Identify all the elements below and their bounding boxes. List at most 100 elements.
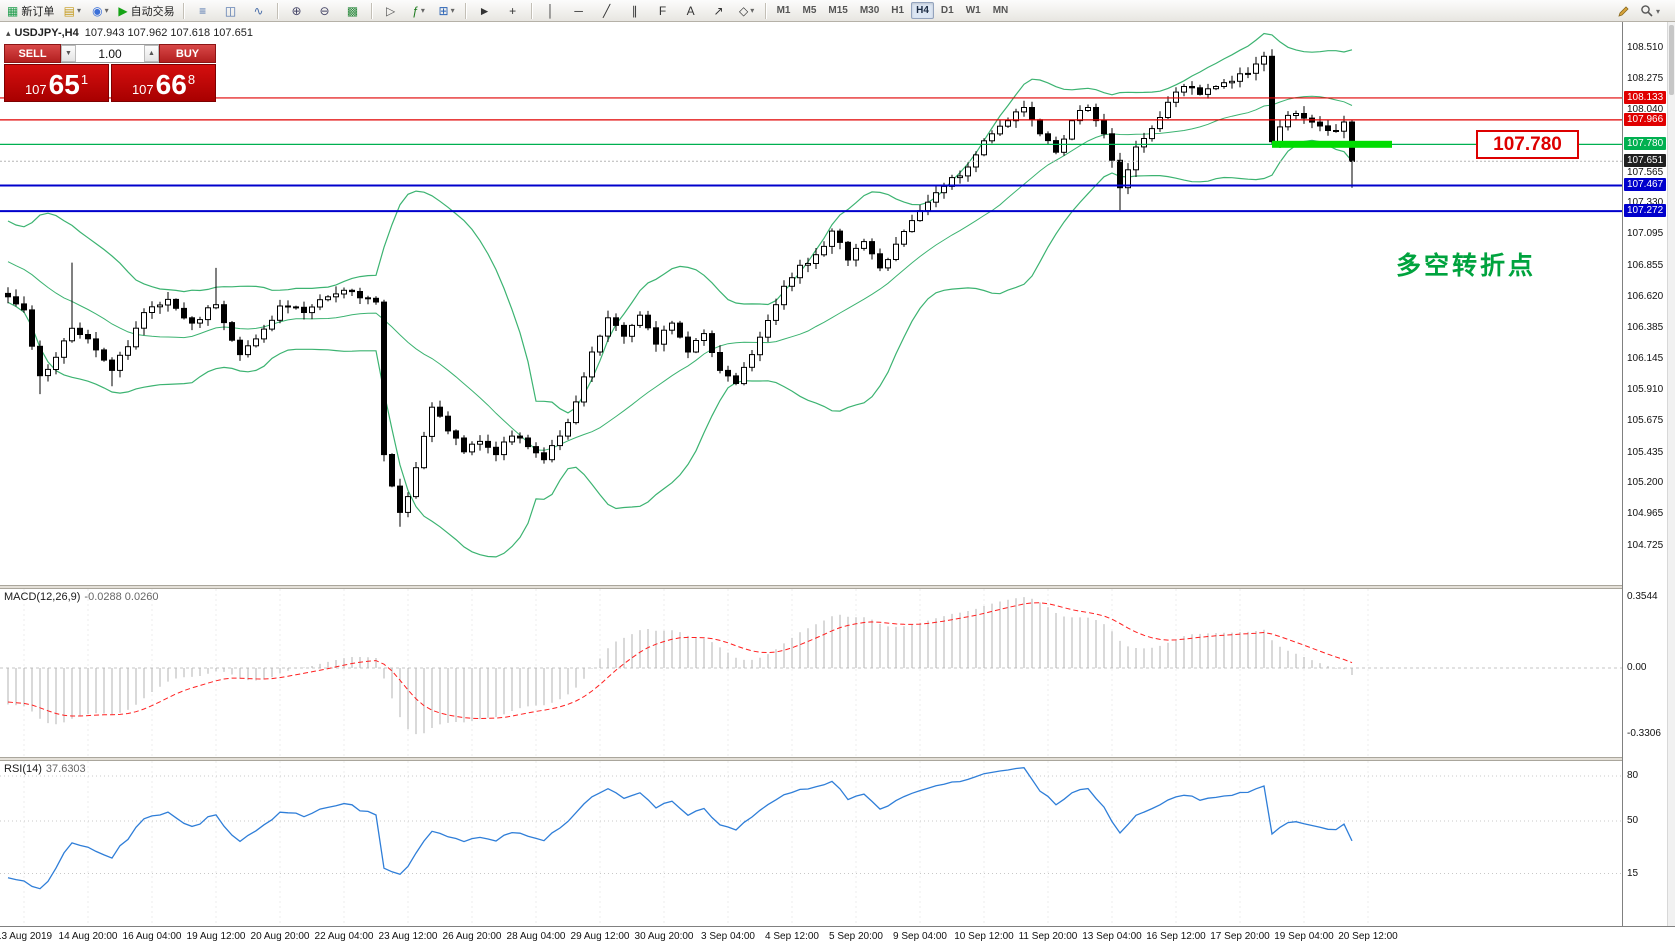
template-icon: ⊞: [438, 3, 449, 18]
bar-chart-icon: ≡: [199, 3, 207, 18]
autotrading-button[interactable]: ▶ 自动交易: [115, 1, 177, 21]
buy-button[interactable]: BUY: [159, 44, 216, 63]
macd-values: -0.0288 0.0260: [84, 591, 159, 603]
timeframe-m15[interactable]: M15: [828, 5, 848, 16]
new-order-button[interactable]: ▦ 新订单: [4, 1, 57, 21]
play-icon: ▶: [118, 3, 128, 18]
time-axis[interactable]: 13 Aug 2019 14 Aug 20:00 16 Aug 04:00 19 Au…: [0, 926, 1675, 948]
text-button[interactable]: A: [678, 1, 704, 21]
shift-icon: ▷: [385, 3, 396, 18]
zoom-out-button[interactable]: ⊖: [312, 1, 338, 21]
time-label: 16 Sep 12:00: [1146, 931, 1206, 942]
scrollbar-thumb[interactable]: [1669, 25, 1674, 95]
price-axis[interactable]: 108.510 108.275 108.040 107.565 107.330 107.0…: [1622, 22, 1667, 926]
horizontal-line-icon: ─: [574, 3, 583, 18]
time-label: 13 Aug 2019: [0, 931, 53, 942]
timeframe-h1[interactable]: H1: [891, 5, 905, 16]
trendline-button[interactable]: ╱: [594, 1, 620, 21]
price-tick: 105.435: [1627, 447, 1664, 458]
indicators-button[interactable]: ƒ ▾: [406, 1, 432, 21]
macd-scale-label: -0.3306: [1627, 728, 1661, 739]
symbol-title: ▴ USDJPY-,H4 107.943 107.962 107.618 107.6…: [6, 27, 253, 39]
time-label: 20 Aug 20:00: [250, 931, 310, 942]
timeframe-m5[interactable]: M5: [802, 5, 817, 16]
panel-splitter[interactable]: [0, 585, 1675, 589]
sell-price-panel[interactable]: 107 65 1: [4, 64, 109, 102]
price-level-flag[interactable]: 107.780: [1476, 130, 1579, 159]
new-chart-button[interactable]: ▤ ▾: [59, 1, 85, 21]
arrows-button[interactable]: ↗: [706, 1, 732, 21]
cursor-button[interactable]: ►: [472, 1, 498, 21]
macd-title: MACD(12,26,9) -0.0288 0.0260: [4, 591, 159, 603]
time-label: 14 Aug 20:00: [58, 931, 118, 942]
candlestick-icon: ◫: [224, 3, 237, 18]
timeframe-w1[interactable]: W1: [965, 5, 981, 16]
candlestick-chart[interactable]: [0, 22, 1622, 585]
time-label: 28 Aug 04:00: [506, 931, 566, 942]
expander-icon[interactable]: ▴: [6, 28, 11, 38]
bollinger-band: [7, 139, 1353, 558]
bar-chart-button[interactable]: ≡: [190, 1, 216, 21]
rsi-line: [7, 767, 1353, 890]
main-chart[interactable]: ▴ USDJPY-,H4 107.943 107.962 107.618 107.6…: [0, 22, 1622, 585]
caret-down-icon: ▾: [420, 6, 425, 15]
volume-input[interactable]: [76, 45, 144, 62]
horizontal-line-button[interactable]: ─: [566, 1, 592, 21]
shapes-button[interactable]: ◇ ▾: [734, 1, 760, 21]
highlight-segment[interactable]: [1272, 140, 1392, 148]
chart-shift-button[interactable]: ▷: [378, 1, 404, 21]
candlestick-chart-button[interactable]: ◫: [218, 1, 244, 21]
chart-annotation[interactable]: 多空转折点: [1396, 252, 1537, 280]
edit-button[interactable]: [1611, 1, 1637, 21]
buy-price-pip: 8: [187, 72, 196, 87]
buy-price-big: 66: [155, 69, 187, 100]
macd-chart[interactable]: [0, 589, 1622, 757]
text-icon: A: [686, 3, 695, 18]
timeframe-m30[interactable]: M30: [859, 5, 880, 16]
cursor-icon: ►: [478, 3, 491, 18]
sell-price-prefix: 107: [24, 82, 47, 97]
timeframe-m1[interactable]: M1: [776, 5, 791, 16]
time-label: 4 Sep 12:00: [765, 931, 819, 942]
fibonacci-button[interactable]: F: [650, 1, 676, 21]
vertical-line-button[interactable]: │: [538, 1, 564, 21]
toolbar-separator: [530, 2, 533, 19]
zoom-in-button[interactable]: ⊕: [284, 1, 310, 21]
timeframe-h4[interactable]: H4: [911, 2, 934, 19]
time-label: 16 Aug 04:00: [122, 931, 182, 942]
volume-decrease-button[interactable]: ▼: [61, 45, 76, 62]
line-chart-button[interactable]: ∿: [246, 1, 272, 21]
one-click-trading-panel[interactable]: SELL ▼ ▲ BUY 107 65 1 107 66 8: [4, 44, 216, 102]
buy-price-panel[interactable]: 107 66 8: [111, 64, 216, 102]
macd-scale-label: 0.3544: [1627, 591, 1658, 602]
auto-scroll-button[interactable]: ▩: [340, 1, 366, 21]
volume-increase-button[interactable]: ▲: [144, 45, 159, 62]
autotrading-button-label: 自动交易: [130, 5, 175, 18]
crosshair-button[interactable]: +: [500, 1, 526, 21]
toolbar-separator: [276, 2, 279, 19]
caret-down-icon: ▾: [77, 6, 82, 15]
rsi-scale-label: 80: [1627, 770, 1639, 781]
timeframe-mn[interactable]: MN: [992, 5, 1009, 16]
sell-button[interactable]: SELL: [4, 44, 61, 63]
price-tick: 106.855: [1627, 260, 1664, 271]
price-level-label: 107.780: [1624, 137, 1667, 150]
toolbar: ▦ 新订单 ▤ ▾ ◉ ▾ ▶ 自动交易 ≡ ◫ ∿ ⊕ ⊖ ▩ ▷ ƒ ▾ ⊞ ▾ ► + │ ─ ╱ ∥ F A ↗ ◇ ▾ M1 M5 M…: [0, 0, 1675, 22]
timeframe-d1[interactable]: D1: [940, 5, 954, 16]
function-icon: ƒ: [412, 3, 419, 18]
macd-panel[interactable]: MACD(12,26,9) -0.0288 0.0260: [0, 589, 1622, 757]
panel-splitter[interactable]: [0, 757, 1675, 761]
rsi-panel[interactable]: RSI(14) 37.6303: [0, 761, 1622, 926]
symbol-ohlc: 107.943 107.962 107.618 107.651: [84, 27, 253, 39]
channel-button[interactable]: ∥: [622, 1, 648, 21]
profiles-button[interactable]: ◉ ▾: [87, 1, 113, 21]
profiles-icon: ◉: [92, 3, 103, 18]
price-tick: 106.620: [1627, 291, 1664, 302]
sell-price-big: 65: [48, 69, 80, 100]
search-icon: [1641, 5, 1653, 17]
templates-button[interactable]: ⊞ ▾: [434, 1, 460, 21]
vertical-scrollbar[interactable]: [1667, 22, 1675, 926]
rsi-scale-label: 15: [1627, 868, 1639, 879]
search-button[interactable]: ▾: [1637, 1, 1663, 21]
rsi-chart[interactable]: [0, 761, 1622, 926]
